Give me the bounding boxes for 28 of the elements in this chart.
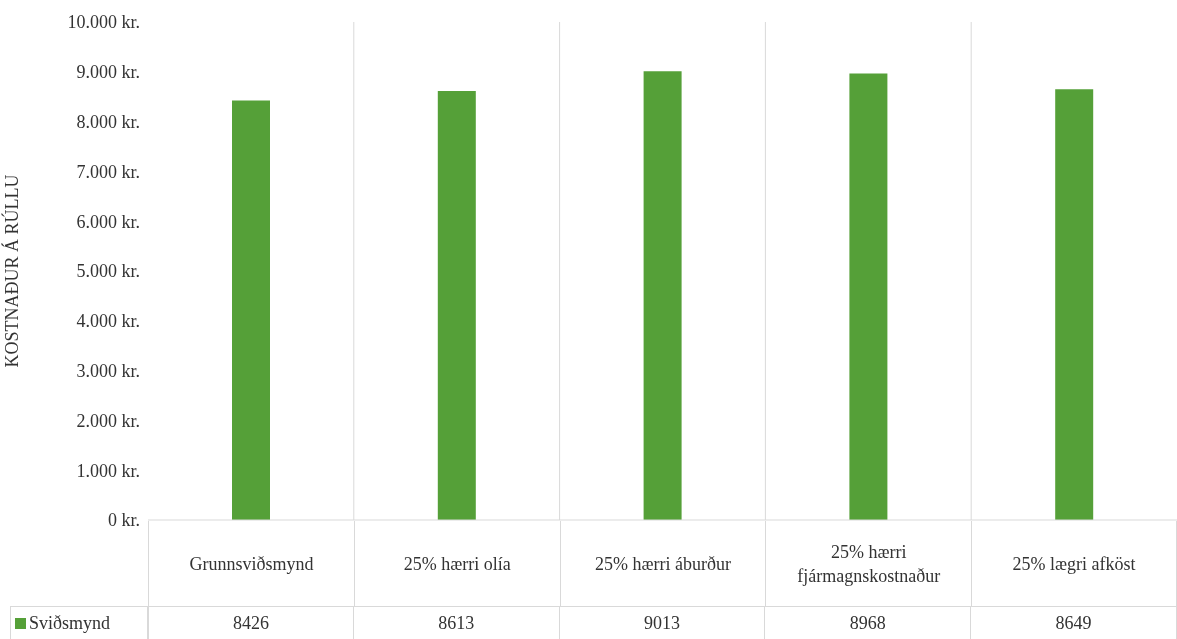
legend-label: Sviðsmynd [29,612,111,634]
data-label: 9013 [559,606,766,639]
x-tick-label: 25% lægri afköst [971,521,1177,606]
data-label: 8968 [765,606,972,639]
x-tick-label: 25% hærri olía [353,521,560,606]
bar [232,100,270,520]
y-tick-label: 4.000 kr. [76,311,140,332]
y-tick-label: 8.000 kr. [76,111,140,132]
y-tick-label: 9.000 kr. [76,62,140,83]
y-tick-label: 6.000 kr. [76,211,140,232]
x-tick-label: Grunnsviðsmynd [148,521,354,606]
y-tick-label: 7.000 kr. [76,161,140,182]
x-tick-label: 25% hærri áburður [559,521,766,606]
y-tick-label: 2.000 kr. [76,410,140,431]
x-tick-label: 25% hærri fjármagnskostnaður [765,521,972,606]
bar [437,91,476,520]
bar [643,71,682,520]
y-tick-label: 5.000 kr. [76,261,140,282]
y-tick-label: 3.000 kr. [76,360,140,381]
bar [849,73,888,520]
data-label: 8426 [148,606,354,639]
data-label: 8649 [971,606,1177,639]
bar [1055,89,1094,520]
y-tick-label: 1.000 kr. [76,460,140,481]
y-axis-title: KOSTNAÐUR Á RÚLLU [1,174,23,368]
y-tick-label: 0 kr. [107,510,140,531]
y-tick-label: 10.000 kr. [67,12,140,33]
data-label: 8613 [353,606,560,639]
